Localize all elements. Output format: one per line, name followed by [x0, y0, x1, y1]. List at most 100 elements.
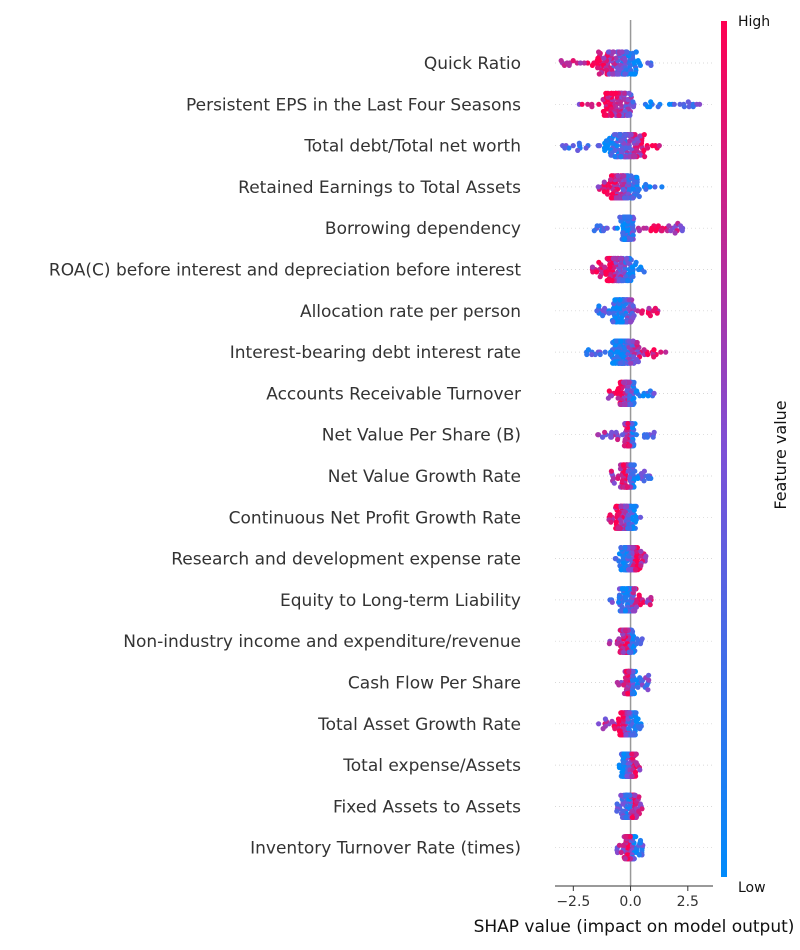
shap-point [641, 132, 647, 138]
shap-point [620, 277, 626, 284]
shap-point [651, 354, 657, 360]
shap-point [637, 767, 643, 773]
feature-points [584, 338, 669, 366]
shap-point [634, 339, 640, 346]
shap-point [566, 145, 572, 151]
shap-point [614, 808, 620, 814]
shap-point [636, 794, 642, 800]
shap-point [613, 90, 619, 96]
shap-point [647, 313, 654, 319]
shap-point [626, 649, 632, 655]
shap-point [629, 732, 635, 738]
shap-point [609, 718, 615, 725]
shap-point [639, 310, 645, 316]
feature-label: Total Asset Growth Rate [317, 715, 521, 735]
feature-points [589, 255, 647, 284]
shap-point [616, 599, 622, 605]
shap-point [615, 525, 621, 531]
shap-point [594, 308, 600, 314]
shap-point [600, 313, 606, 319]
shap-point [623, 732, 629, 738]
shap-point [643, 181, 649, 188]
shap-point [622, 90, 628, 96]
shap-point [612, 726, 618, 732]
feature-label: Net Value Per Share (B) [322, 426, 521, 446]
shap-point [644, 434, 651, 440]
shap-point [628, 360, 634, 366]
shap-point [621, 682, 627, 688]
shap-point [636, 193, 642, 200]
shap-point [618, 154, 624, 160]
shap-point [575, 147, 581, 153]
shap-point [606, 388, 612, 394]
shap-point [601, 179, 607, 185]
shap-point [609, 112, 615, 118]
shap-point [641, 347, 647, 353]
shap-point [626, 710, 632, 716]
shap-point [576, 140, 582, 146]
shap-point [589, 351, 595, 358]
shap-point [610, 360, 616, 366]
shap-point [625, 112, 631, 118]
feature-label: Cash Flow Per Share [348, 674, 521, 694]
shap-point [619, 319, 625, 325]
feature-label: Interest-bearing debt interest rate [230, 343, 521, 363]
shap-point [624, 484, 631, 490]
shap-point [613, 429, 619, 435]
shap-point [618, 792, 624, 799]
shap-point [618, 849, 624, 856]
shap-point [577, 60, 584, 66]
shap-point [618, 503, 624, 509]
shap-point [607, 351, 614, 358]
points-layer [558, 49, 703, 862]
shap-point [602, 349, 608, 355]
shap-point [600, 726, 606, 732]
colorbar-title: Feature value [771, 400, 790, 509]
shap-point [602, 147, 608, 153]
x-tick-label: 2.5 [677, 894, 699, 910]
shap-point [630, 338, 636, 344]
shap-point [584, 351, 590, 358]
shap-point [633, 710, 639, 716]
shap-point [635, 716, 641, 722]
shap-point [595, 184, 601, 190]
feature-label: Accounts Receivable Turnover [266, 384, 521, 404]
shap-point [627, 236, 633, 242]
shap-point [632, 154, 638, 160]
shap-point [626, 338, 632, 344]
shap-point [609, 277, 615, 284]
shap-point [595, 65, 601, 71]
shap-point [562, 145, 568, 151]
colorbar-low-label: Low [738, 880, 766, 896]
shap-point [634, 813, 640, 819]
x-axis: −2.5 0.0 2.5 [555, 885, 713, 910]
shap-point [632, 567, 639, 573]
shap-point [617, 360, 624, 366]
x-axis-title: SHAP value (impact on model output) [474, 917, 795, 937]
feature-label: Research and development expense rate [171, 550, 521, 570]
shap-point [616, 842, 623, 848]
feature-points [606, 503, 644, 531]
shap-point [637, 675, 643, 681]
shap-point [638, 264, 644, 270]
shap-point [629, 751, 635, 757]
shap-point [604, 90, 610, 96]
shap-point [618, 608, 624, 614]
feature-label: Retained Earnings to Total Assets [238, 178, 521, 198]
shap-point [618, 567, 624, 573]
feature-label: Quick Ratio [424, 54, 521, 74]
shap-point [615, 475, 621, 481]
shap-point [637, 801, 644, 807]
feature-points [605, 379, 657, 407]
shap-point [622, 627, 628, 633]
shap-point [652, 305, 659, 311]
shap-point [632, 792, 638, 799]
shap-point [646, 305, 652, 311]
shap-point [589, 62, 596, 68]
shap-point [606, 255, 613, 262]
shap-point [651, 429, 657, 435]
colorbar-high-label: High [738, 14, 770, 30]
shap-point [633, 604, 640, 610]
shap-point [596, 259, 602, 265]
shap-point [622, 443, 628, 449]
